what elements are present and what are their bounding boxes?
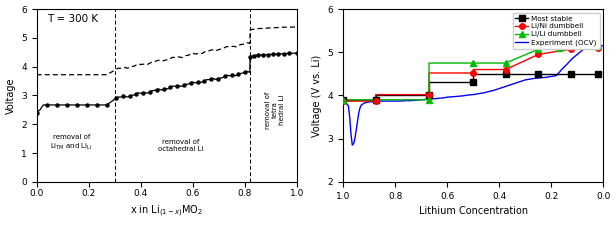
X-axis label: x in Li$_{(1-x)}$MO$_2$: x in Li$_{(1-x)}$MO$_2$	[130, 204, 203, 219]
X-axis label: Lithium Concentration: Lithium Concentration	[419, 206, 528, 216]
Y-axis label: Voltage (V vs. Li): Voltage (V vs. Li)	[312, 54, 322, 137]
Text: removal of
tetra
hedral Li: removal of tetra hedral Li	[265, 91, 285, 128]
Text: removal of
octahedral Li: removal of octahedral Li	[158, 139, 204, 152]
Y-axis label: Voltage: Voltage	[6, 77, 15, 114]
Text: removal of
Li$_{\mathrm{TM}}$ and Li$_{\mathrm{Li}}$: removal of Li$_{\mathrm{TM}}$ and Li$_{\…	[51, 134, 93, 152]
Legend: Most stable, Li/Ni dumbbell, Li/Li dumbbell, Experiment (OCV): Most stable, Li/Ni dumbbell, Li/Li dumbb…	[513, 13, 599, 49]
Text: T = 300 K: T = 300 K	[47, 14, 98, 24]
